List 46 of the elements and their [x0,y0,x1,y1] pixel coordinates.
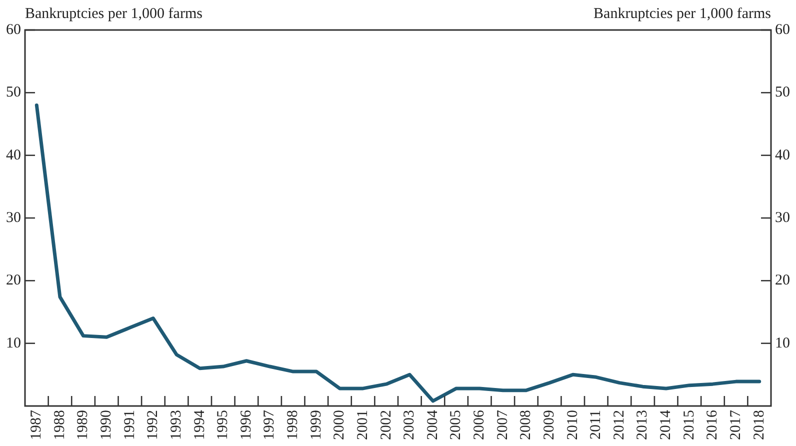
y2-tick-label: 30 [775,210,790,226]
x-tick-label: 2000 [332,410,348,440]
x-tick-label: 1991 [122,410,138,440]
y2-axis-title: Bankruptcies per 1,000 farms [594,6,771,23]
x-tick-label: 2017 [728,410,744,440]
x-tick-label: 1992 [145,410,162,440]
x-tick-label: 2013 [634,410,651,440]
y2-tick-label: 50 [775,84,790,101]
x-tick-label: 2002 [378,410,394,440]
x-tick-label: 2016 [704,410,721,440]
x-tick-label: 2014 [658,410,674,440]
x-tick-label: 2012 [611,410,628,440]
x-tick-label: 1988 [52,410,68,440]
y-tick-label: 60 [6,22,21,38]
x-tick-label: 1993 [168,410,184,440]
y-tick-label: 10 [6,335,21,352]
x-tick-label: 1990 [98,410,115,440]
y-tick-label: 40 [6,147,21,164]
y-tick-label: 50 [6,84,21,101]
y2-tick-label: 20 [775,272,790,289]
x-tick-label: 1995 [215,410,232,440]
x-tick-label: 2007 [494,410,511,440]
x-tick-label: 2011 [588,410,604,440]
x-tick-label: 2009 [541,410,558,440]
x-tick-label: 2018 [751,410,768,440]
y-tick-label: 30 [6,210,21,226]
x-tick-label: 2001 [354,410,371,440]
x-tick-label: 2004 [424,410,441,440]
x-tick-label: 2005 [448,410,464,440]
x-tick-label: 1997 [262,410,278,440]
x-tick-label: 2006 [472,410,488,440]
y-axis-title: Bankruptcies per 1,000 farms [25,6,202,23]
y-tick-label: 20 [6,272,21,289]
x-tick-label: 1999 [308,410,324,440]
x-tick-label: 1989 [75,410,92,440]
y2-tick-label: 40 [775,147,790,164]
x-tick-label: 1998 [285,410,302,440]
x-tick-label: 2015 [681,410,698,440]
x-tick-label: 2010 [564,410,581,440]
x-tick-label: 1996 [238,410,254,440]
x-tick-label: 1994 [192,410,208,440]
y2-tick-label: 10 [775,335,790,352]
x-tick-label: 2008 [518,410,534,440]
y2-tick-label: 60 [775,22,790,38]
x-tick-label: 2003 [402,410,418,440]
x-tick-label: 1987 [28,410,45,440]
